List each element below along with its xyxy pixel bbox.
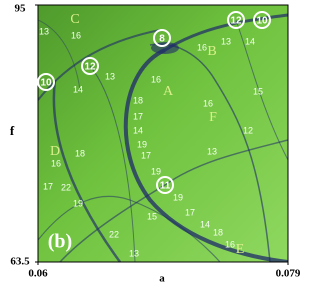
region-label: E (236, 242, 245, 257)
label-circle (156, 176, 174, 194)
orbit-label: 19 (137, 139, 147, 149)
region-label: F (209, 110, 217, 125)
y-tick-label: 95 (15, 3, 27, 15)
orbit-label: 14 (200, 219, 210, 229)
x-axis-label: a (159, 273, 165, 285)
orbit-label: 22 (109, 229, 119, 239)
chart: a f (b) 0.06 0.079 63.5 95 C B A F D E 12 10 8 12 10 11… (10, 3, 301, 285)
circled-label: 12 (84, 62, 96, 73)
panel-label: (b) (48, 231, 72, 253)
y-tick-label: 63.5 (10, 256, 30, 268)
orbit-label: 19 (151, 166, 161, 176)
label-circle (253, 11, 271, 29)
orbit-label: 17 (141, 150, 151, 160)
orbit-label: 13 (221, 36, 231, 46)
x-tick-label: 0.079 (276, 268, 301, 280)
region-label: C (70, 12, 79, 27)
circled-label: 8 (159, 34, 165, 45)
orbit-label: 13 (207, 146, 217, 156)
region-label: A (163, 84, 174, 99)
orbit-label: 13 (105, 71, 115, 81)
orbit-label: 16 (197, 42, 207, 52)
y-axis-label: f (10, 123, 15, 138)
label-circle (37, 73, 55, 91)
orbit-label: 19 (73, 198, 83, 208)
orbit-label: 17 (43, 181, 53, 191)
orbit-label: 17 (133, 111, 143, 121)
circled-label: 11 (160, 181, 171, 192)
label-circle (153, 29, 171, 47)
x-tick-label: 0.06 (28, 268, 48, 280)
orbit-label: 16 (71, 30, 81, 40)
orbit-label: 19 (173, 192, 183, 202)
orbit-label: 16 (225, 239, 235, 249)
region-label: B (207, 44, 216, 59)
orbit-label: 17 (185, 207, 195, 217)
orbit-label: 13 (129, 248, 139, 258)
circled-label: 12 (230, 16, 242, 27)
orbit-label: 18 (133, 95, 143, 105)
orbit-label: 16 (203, 98, 213, 108)
orbit-label: 16 (51, 158, 61, 168)
orbit-label: 12 (243, 125, 253, 135)
region-label: D (50, 144, 60, 159)
orbit-label: 15 (147, 211, 157, 221)
orbit-label: 18 (75, 148, 85, 158)
plot-frame (37, 4, 289, 263)
circled-label: 10 (40, 78, 52, 89)
circled-label: 10 (256, 16, 268, 27)
orbit-label: 22 (61, 182, 71, 192)
orbit-label: 13 (39, 26, 49, 36)
label-circle (81, 57, 99, 75)
label-circle (227, 11, 245, 29)
orbit-label: 14 (73, 84, 83, 94)
orbit-label: 15 (253, 86, 263, 96)
orbit-label: 16 (151, 74, 161, 84)
orbit-label: 14 (133, 125, 143, 135)
orbit-label: 18 (213, 227, 223, 237)
orbit-label: 14 (245, 36, 255, 46)
